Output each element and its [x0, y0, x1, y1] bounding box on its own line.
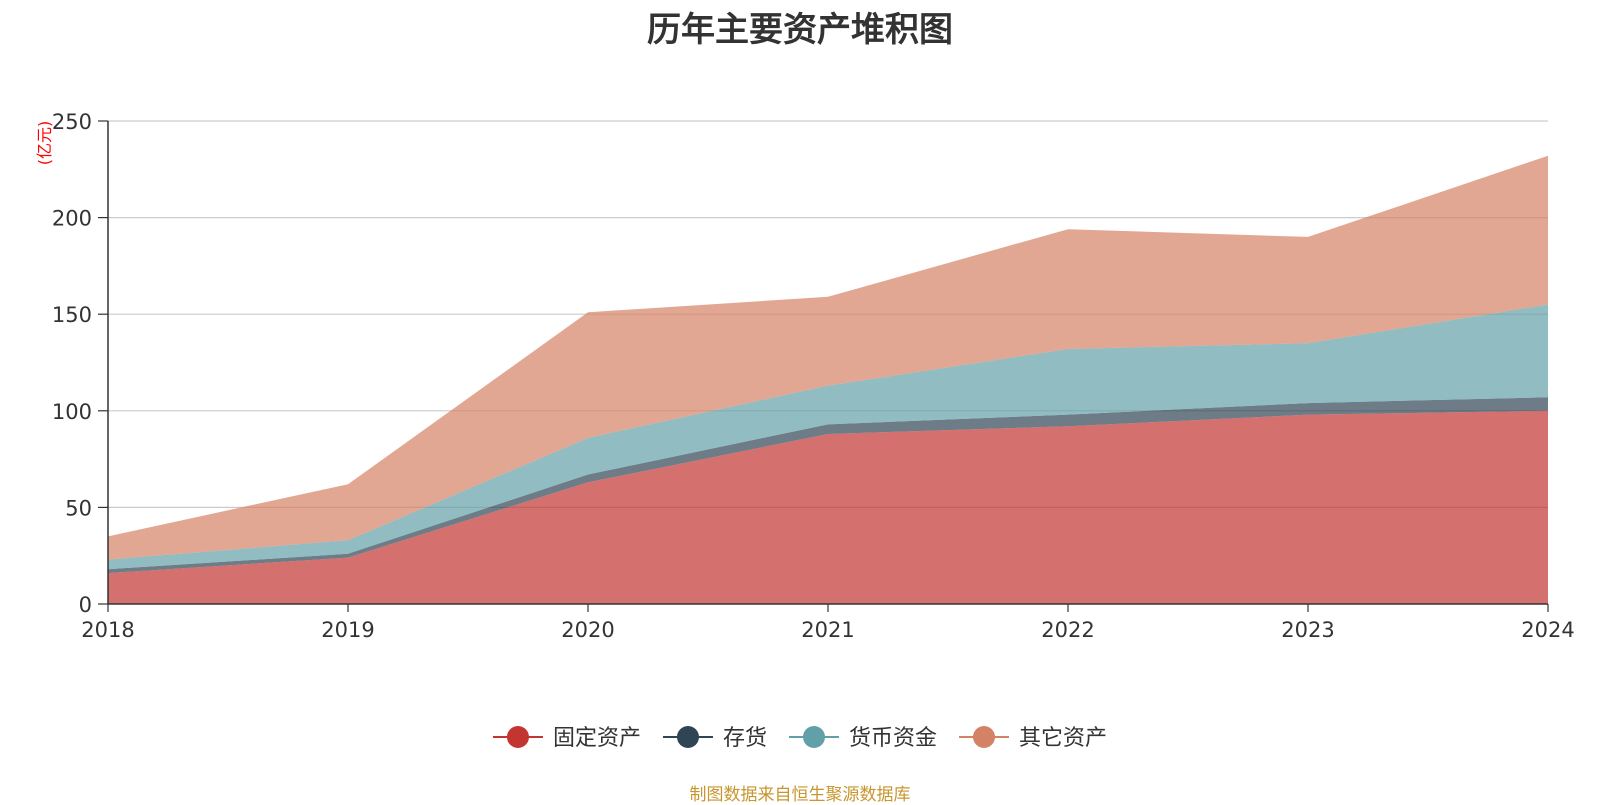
legend-label: 其它资产: [1019, 726, 1107, 751]
legend-item-2[interactable]: 货币资金: [789, 726, 937, 751]
legend-marker: [803, 726, 825, 748]
y-axis-unit-label: (亿元): [35, 121, 54, 166]
area-series-0: [108, 410, 1548, 604]
x-tick-label: 2021: [801, 618, 854, 642]
x-tick-label: 2023: [1281, 618, 1334, 642]
legend: 固定资产 存货 货币资金 其它资产: [492, 726, 1107, 751]
x-tick-label: 2018: [81, 618, 134, 642]
legend-marker: [973, 726, 996, 748]
legend-label: 存货: [723, 726, 767, 751]
y-tick-label: 250: [52, 110, 92, 134]
x-tick-label: 2020: [561, 618, 614, 642]
legend-marker: [676, 726, 699, 748]
legend-item-3[interactable]: 其它资产: [959, 726, 1107, 751]
area-series-1: [108, 397, 1548, 574]
legend-label: 货币资金: [849, 726, 937, 751]
legend-item-0[interactable]: 固定资产: [492, 726, 641, 751]
area-series-2: [108, 304, 1548, 570]
y-tick-label: 0: [79, 593, 92, 617]
y-tick-label: 100: [52, 400, 92, 424]
axes: 0 50 100 150 200 250 2018 2019 2020 2021 2022 2023 2…: [52, 110, 1575, 642]
x-tick-label: 2024: [1521, 618, 1574, 642]
y-tick-label: 200: [52, 207, 92, 231]
chart-title: 历年主要资产堆积图: [647, 10, 953, 50]
area-series-3: [108, 155, 1548, 560]
legend-item-1[interactable]: 存货: [662, 726, 767, 751]
legend-label: 固定资产: [553, 726, 641, 751]
source-note: 制图数据来自恒生聚源数据库: [689, 785, 911, 805]
x-tick-label: 2019: [321, 618, 374, 642]
area-series: [108, 155, 1548, 604]
y-tick-label: 50: [65, 496, 92, 520]
legend-marker: [506, 726, 529, 748]
x-tick-label: 2022: [1041, 618, 1094, 642]
y-tick-label: 150: [52, 303, 92, 327]
